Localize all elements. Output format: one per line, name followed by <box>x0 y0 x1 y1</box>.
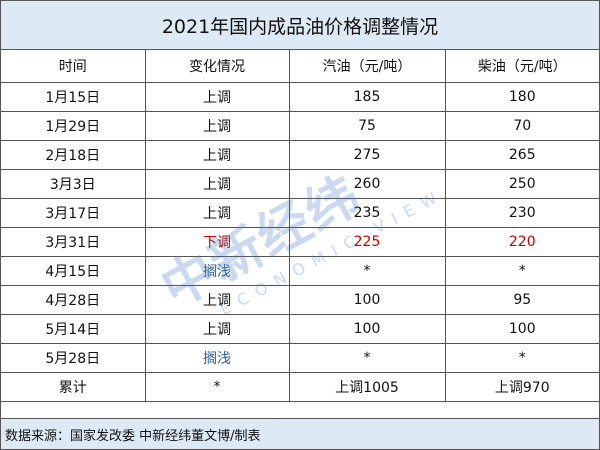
table-row: 2月18日 上调 275 265 <box>1 140 599 170</box>
change-cell: 上调 <box>144 169 290 199</box>
total-row: 累计 * 上调1005 上调970 <box>1 372 599 402</box>
date-cell: 1月15日 <box>1 82 146 112</box>
diesel-cell: 265 <box>444 140 599 170</box>
change-cell: 上调 <box>144 285 290 315</box>
change-cell: 下调 <box>144 227 290 257</box>
diesel-cell: 230 <box>444 198 599 228</box>
change-cell: 上调 <box>144 111 290 141</box>
diesel-cell: 220 <box>444 227 599 257</box>
header-change: 变化情况 <box>144 50 290 83</box>
date-cell: 3月3日 <box>1 169 146 199</box>
date-cell: 2月18日 <box>1 140 146 170</box>
gasoline-cell: 100 <box>288 285 446 315</box>
date-cell: 5月14日 <box>1 314 146 344</box>
header-gasoline: 汽油（元/吨） <box>288 50 446 83</box>
table-row: 3月31日 下调 225 220 <box>1 227 599 257</box>
total-diesel-cell: 上调970 <box>444 372 599 402</box>
total-label-cell: 累计 <box>1 372 146 402</box>
date-cell: 4月15日 <box>1 256 146 286</box>
date-cell: 4月28日 <box>1 285 146 315</box>
date-cell: 3月31日 <box>1 227 146 257</box>
gasoline-cell: 185 <box>288 82 446 112</box>
diesel-cell: 95 <box>444 285 599 315</box>
date-cell: 3月17日 <box>1 198 146 228</box>
table-row: 3月3日 上调 260 250 <box>1 169 599 199</box>
table-row: 5月28日 搁浅 * * <box>1 343 599 373</box>
gasoline-cell: 260 <box>288 169 446 199</box>
header-date: 时间 <box>1 50 146 83</box>
table-row: 1月15日 上调 185 180 <box>1 82 599 112</box>
change-cell: 上调 <box>144 82 290 112</box>
table-title: 2021年国内成品油价格调整情况 <box>1 1 599 50</box>
date-cell: 1月29日 <box>1 111 146 141</box>
header-row: 时间 变化情况 汽油（元/吨） 柴油（元/吨） <box>1 50 599 83</box>
change-cell: 搁浅 <box>144 343 290 373</box>
table-row: 5月14日 上调 100 100 <box>1 314 599 344</box>
source-footer: 数据来源：国家发改委 中新经纬董文博/制表 <box>1 418 599 449</box>
date-cell: 5月28日 <box>1 343 146 373</box>
gasoline-cell: * <box>288 256 446 286</box>
gasoline-cell: 100 <box>288 314 446 344</box>
gasoline-cell: 275 <box>288 140 446 170</box>
diesel-cell: * <box>444 256 599 286</box>
gasoline-cell: 235 <box>288 198 446 228</box>
table-row: 4月28日 上调 100 95 <box>1 285 599 315</box>
gasoline-cell: 225 <box>288 227 446 257</box>
table-row: 3月17日 上调 235 230 <box>1 198 599 228</box>
diesel-cell: 100 <box>444 314 599 344</box>
diesel-cell: 250 <box>444 169 599 199</box>
change-cell: 上调 <box>144 198 290 228</box>
header-diesel: 柴油（元/吨） <box>444 50 599 83</box>
diesel-cell: 180 <box>444 82 599 112</box>
total-change-cell: * <box>144 372 290 402</box>
change-cell: 上调 <box>144 314 290 344</box>
gasoline-cell: * <box>288 343 446 373</box>
table-row: 4月15日 搁浅 * * <box>1 256 599 286</box>
change-cell: 上调 <box>144 140 290 170</box>
diesel-cell: * <box>444 343 599 373</box>
table-row: 1月29日 上调 75 70 <box>1 111 599 141</box>
total-gasoline-cell: 上调1005 <box>288 372 446 402</box>
gasoline-cell: 75 <box>288 111 446 141</box>
change-cell: 搁浅 <box>144 256 290 286</box>
price-table: 时间 变化情况 汽油（元/吨） 柴油（元/吨） 1月15日 上调 185 180 1月2… <box>1 50 599 402</box>
diesel-cell: 70 <box>444 111 599 141</box>
